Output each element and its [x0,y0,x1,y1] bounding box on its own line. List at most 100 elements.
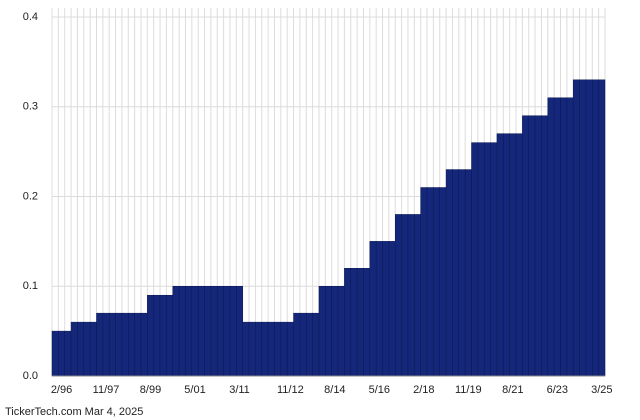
bar [248,321,256,377]
bar [236,285,243,377]
bar [388,241,396,377]
bar [344,268,351,377]
bar [51,330,59,377]
bar [420,187,428,377]
bar [414,214,421,377]
bar [560,97,568,377]
x-tick-label: 11/19 [455,384,482,396]
bar [445,169,453,377]
bar [382,241,390,377]
bar [503,133,510,377]
x-tick-label: 5/16 [369,384,390,396]
footer: TickerTech.com Mar 4, 2025 [5,406,143,418]
bar [528,115,536,377]
bar [153,294,161,377]
y-tick-label: 0.1 [23,280,38,292]
bar [134,312,142,377]
bar [496,133,504,377]
x-tick-label: 2/96 [51,384,72,396]
bar [566,97,574,377]
bar [331,285,339,377]
bar [337,285,345,377]
y-tick-label: 0.4 [23,11,38,23]
bar [312,312,320,377]
bar [299,312,307,377]
bar [375,241,383,377]
bar [77,321,85,377]
bar [185,285,193,377]
x-tick-label: 8/99 [140,384,161,396]
bar [108,312,116,377]
bar [598,79,606,377]
x-tick-label: 2/18 [413,384,434,396]
bar [197,285,205,377]
bar [401,214,409,377]
x-tick-label: 6/23 [547,384,568,396]
bar [280,321,288,377]
y-tick-label: 0.3 [23,101,38,113]
x-tick-label: 3/11 [229,384,250,396]
bar [522,115,529,377]
x-tick-label: 5/01 [184,384,205,396]
bar [64,330,72,377]
bar [242,321,250,377]
bar [439,187,447,377]
bar [572,79,580,377]
x-tick-label: 11/12 [277,384,304,396]
bar [140,312,148,377]
bar [191,285,199,377]
bar [115,312,123,377]
bar [58,330,65,377]
x-tick-label: 8/14 [324,384,345,396]
bar [96,312,104,377]
bar [229,285,237,377]
bar [534,115,542,377]
bar [363,268,371,377]
bar [178,285,186,377]
bar [204,285,212,377]
bar [318,285,326,377]
bar [592,79,599,377]
bar [458,169,466,377]
bar [452,169,460,377]
bar [223,285,231,377]
bar [579,79,587,377]
bar [210,285,218,377]
bar [394,214,402,377]
bar [286,321,294,377]
y-tick-label: 0.0 [23,370,38,382]
x-tick-label: 3/25 [591,384,612,396]
bar [547,97,555,377]
bar [471,142,479,377]
x-tick-label: 11/97 [93,384,120,396]
bar [426,187,434,377]
x-tick-label: 8/21 [502,384,523,396]
bar [70,321,78,377]
bar [293,312,301,377]
bar [159,294,167,377]
bar [515,133,523,377]
bar [83,321,91,377]
y-tick-label: 0.2 [23,190,38,202]
bar [274,321,282,377]
bar [477,142,485,377]
bar [553,97,561,377]
bar [407,214,415,377]
bar [102,312,110,377]
bar [217,285,224,377]
bar [172,285,180,377]
bar [267,321,275,377]
bar [121,312,129,377]
bar [255,321,263,377]
bar [306,312,313,377]
bar [128,312,135,377]
bar [166,294,174,377]
bar [356,268,364,377]
bar [325,285,332,377]
bar [464,169,472,377]
bar [369,241,377,377]
bar [490,142,498,377]
bar [585,79,593,377]
bar [509,133,517,377]
